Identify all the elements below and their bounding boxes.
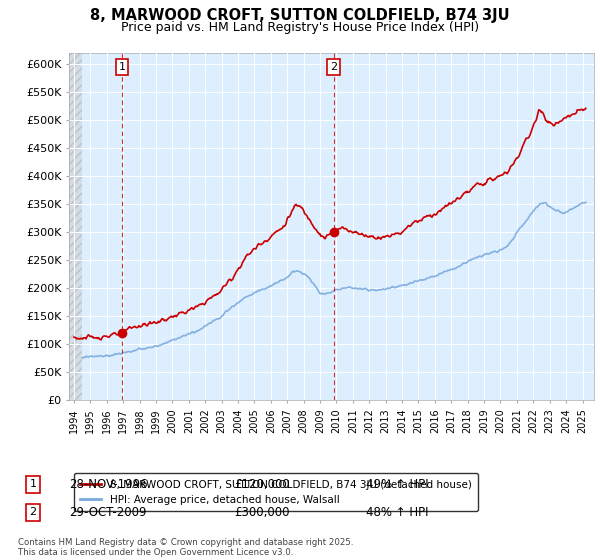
Text: 49% ↑ HPI: 49% ↑ HPI — [366, 478, 428, 491]
Legend: 8, MARWOOD CROFT, SUTTON COLDFIELD, B74 3JU (detached house), HPI: Average price: 8, MARWOOD CROFT, SUTTON COLDFIELD, B74 … — [74, 473, 478, 511]
Text: 2: 2 — [29, 507, 37, 517]
Text: Contains HM Land Registry data © Crown copyright and database right 2025.
This d: Contains HM Land Registry data © Crown c… — [18, 538, 353, 557]
Text: Price paid vs. HM Land Registry's House Price Index (HPI): Price paid vs. HM Land Registry's House … — [121, 21, 479, 34]
Text: 1: 1 — [118, 62, 125, 72]
Text: £300,000: £300,000 — [234, 506, 290, 519]
Text: 2: 2 — [330, 62, 337, 72]
Text: 8, MARWOOD CROFT, SUTTON COLDFIELD, B74 3JU: 8, MARWOOD CROFT, SUTTON COLDFIELD, B74 … — [90, 8, 510, 24]
Text: £120,000: £120,000 — [234, 478, 290, 491]
Text: 28-NOV-1996: 28-NOV-1996 — [69, 478, 148, 491]
Text: 48% ↑ HPI: 48% ↑ HPI — [366, 506, 428, 519]
Bar — [69, 53, 82, 400]
Text: 29-OCT-2009: 29-OCT-2009 — [69, 506, 146, 519]
Text: 1: 1 — [29, 479, 37, 489]
